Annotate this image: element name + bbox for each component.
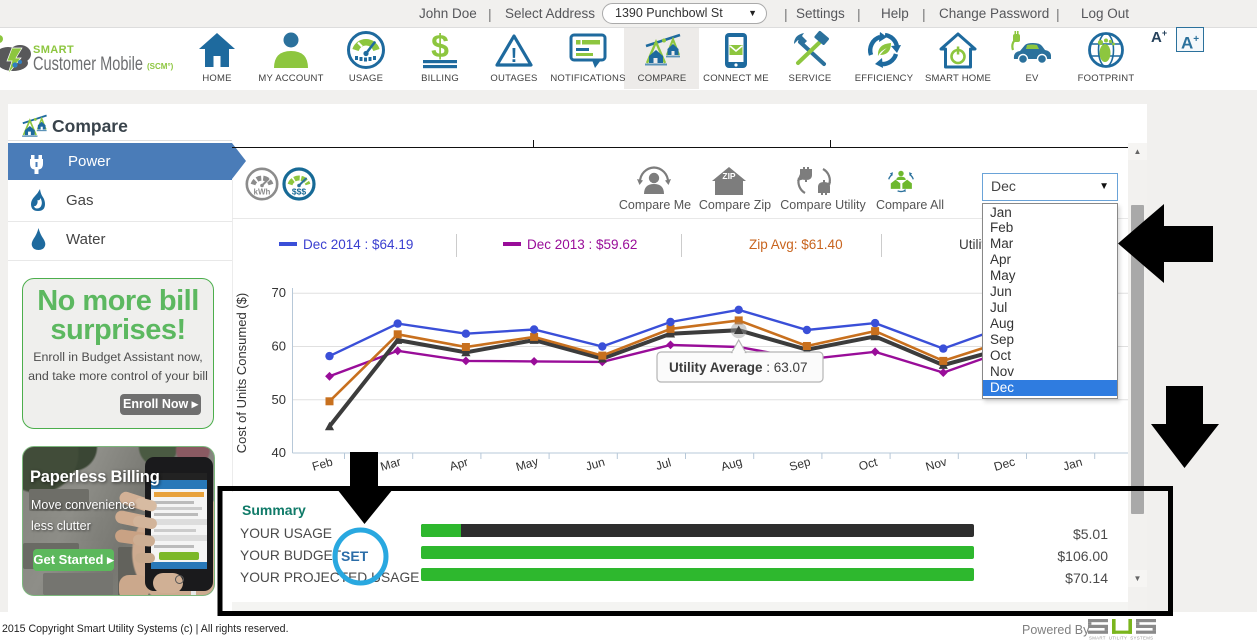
svg-text:SMART UTILITY SYSTEMS: SMART UTILITY SYSTEMS xyxy=(1089,636,1153,641)
svg-text:ZIP: ZIP xyxy=(722,171,736,181)
svg-text:SMART: SMART xyxy=(33,44,74,56)
svg-text:kWh: kWh xyxy=(254,188,271,197)
svg-text:!: ! xyxy=(511,45,518,67)
svg-text:60: 60 xyxy=(272,339,286,354)
svg-text:May: May xyxy=(514,454,540,474)
svg-text:Customer Mobile: Customer Mobile xyxy=(33,54,143,75)
svg-text:$$$: $$$ xyxy=(292,187,306,197)
svg-text:$: $ xyxy=(431,30,449,64)
svg-text:40: 40 xyxy=(272,445,286,460)
svg-text:Nov: Nov xyxy=(924,454,948,473)
svg-text:Mar: Mar xyxy=(379,455,403,474)
svg-text:Cost of Units Consumed ($): Cost of Units Consumed ($) xyxy=(234,293,249,453)
svg-text:Dec: Dec xyxy=(992,454,1016,473)
svg-text:Utility Average : 63.07: Utility Average : 63.07 xyxy=(669,360,808,375)
svg-text:(SCM°): (SCM°) xyxy=(147,62,174,71)
svg-text:Apr: Apr xyxy=(448,455,470,474)
svg-text:50: 50 xyxy=(272,392,286,407)
svg-text:Feb: Feb xyxy=(311,454,335,473)
svg-text:Jan: Jan xyxy=(1061,455,1083,474)
svg-text:Oct: Oct xyxy=(857,455,879,474)
svg-text:70: 70 xyxy=(272,285,286,300)
svg-text:Aug: Aug xyxy=(719,454,743,473)
svg-text:Jun: Jun xyxy=(584,455,606,474)
svg-text:Jul: Jul xyxy=(654,455,673,473)
svg-text:Sep: Sep xyxy=(788,454,813,473)
